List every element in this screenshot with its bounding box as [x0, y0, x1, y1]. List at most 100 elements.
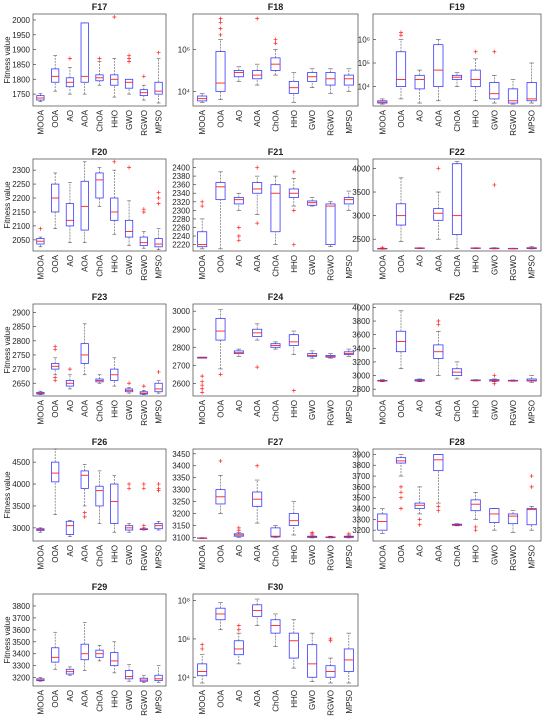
- outlier: [492, 49, 497, 54]
- box: [110, 652, 119, 667]
- x-tick-label: GWO: [308, 690, 317, 710]
- y-tick-label: 4000: [352, 303, 370, 312]
- y-tick-label: 3150: [172, 521, 190, 530]
- x-tick-label: ChOA: [96, 254, 105, 276]
- box: [215, 51, 226, 92]
- outlier: [328, 636, 333, 641]
- box: [110, 197, 119, 221]
- outlier: [38, 226, 43, 231]
- x-tick-label: ChOA: [272, 544, 281, 566]
- box: [124, 670, 134, 680]
- y-tick-label: 3000: [12, 524, 30, 533]
- y-tick-label: 10⁴: [358, 83, 371, 92]
- axes-frame: [32, 303, 167, 397]
- x-tick-label: RGWO: [140, 110, 149, 136]
- x-tick-label: AOA: [81, 689, 90, 707]
- axes-frame: [372, 448, 542, 542]
- x-tick-label: AOA: [253, 544, 262, 562]
- y-tick-label: 2800: [352, 385, 370, 394]
- x-tick-label: AOA: [253, 689, 262, 707]
- y-tick-label: 1850: [12, 60, 30, 69]
- x-tick-label: OOA: [217, 544, 226, 562]
- outlier: [141, 384, 146, 389]
- y-tick-label: 3800: [352, 317, 370, 326]
- x-tick-label: MPSO: [528, 545, 537, 569]
- x-tick-label: HHO: [290, 110, 299, 128]
- outlier: [200, 642, 205, 647]
- y-tick-label: 3600: [352, 331, 370, 340]
- x-tick-label: MPSO: [345, 110, 354, 134]
- y-tick-label: 2500: [352, 235, 370, 244]
- x-tick-label: AO: [416, 110, 425, 122]
- box: [252, 70, 263, 80]
- outlier: [436, 508, 441, 513]
- x-tick-label: MPSO: [155, 110, 164, 134]
- y-tick-label: 3300: [172, 486, 190, 495]
- x-tick-label: HHO: [110, 255, 119, 273]
- outlier: [141, 207, 146, 212]
- x-tick-label: OOA: [51, 544, 60, 562]
- x-tick-label: OOA: [397, 399, 406, 417]
- x-tick-label: MPSO: [155, 545, 164, 569]
- outlier: [399, 30, 403, 35]
- box: [451, 163, 463, 235]
- outlier: [53, 375, 58, 380]
- x-tick-label: AO: [416, 400, 425, 412]
- panel-title: F17: [92, 2, 108, 12]
- x-tick-label: HHO: [472, 400, 481, 418]
- x-tick-label: ChOA: [453, 399, 462, 421]
- outlier: [236, 627, 241, 632]
- x-tick-label: ChOA: [272, 399, 281, 421]
- y-tick-label: 3400: [352, 344, 370, 353]
- axes-frame: [192, 448, 359, 542]
- x-tick-label: MOOA: [36, 689, 45, 714]
- outlier: [273, 37, 278, 42]
- outlier: [67, 56, 72, 61]
- x-tick-label: GWO: [308, 110, 317, 130]
- y-tick-label: 3450: [172, 450, 190, 459]
- outlier: [436, 319, 441, 324]
- y-tick-label: 3400: [352, 505, 370, 514]
- y-tick-label: 1750: [12, 90, 30, 99]
- x-tick-label: MPSO: [345, 255, 354, 279]
- panel-title: F18: [268, 2, 284, 12]
- outlier: [255, 165, 260, 170]
- x-tick-label: OOA: [397, 544, 406, 562]
- y-tick-label: 3300: [12, 662, 30, 671]
- x-tick-label: HHO: [472, 545, 481, 563]
- box: [433, 44, 444, 87]
- box: [154, 238, 163, 248]
- y-tick-label: 3400: [172, 462, 190, 471]
- x-tick-label: ChOA: [96, 544, 105, 566]
- box: [233, 640, 244, 656]
- y-tick-label: 3300: [352, 515, 370, 524]
- box: [95, 172, 104, 199]
- x-tick-label: AO: [416, 545, 425, 557]
- y-tick-label: 3600: [352, 483, 370, 492]
- x-tick-label: ChOA: [453, 544, 462, 566]
- outlier: [156, 196, 161, 201]
- y-tick-label: 3600: [12, 626, 30, 635]
- x-tick-label: RGWO: [327, 400, 336, 426]
- x-tick-label: OOA: [51, 399, 60, 417]
- y-tick-label: 2220: [172, 241, 190, 250]
- box: [288, 632, 299, 659]
- outlier: [218, 458, 223, 463]
- y-tick-label: 2600: [172, 379, 190, 388]
- y-tick-label: 2900: [172, 325, 190, 334]
- box: [526, 508, 537, 526]
- box: [80, 180, 89, 231]
- x-tick-label: MOOA: [378, 544, 387, 569]
- box: [80, 643, 89, 661]
- box: [395, 51, 407, 87]
- x-tick-label: MOOA: [198, 399, 207, 424]
- x-tick-label: AOA: [434, 399, 443, 417]
- x-tick-label: GWO: [308, 545, 317, 565]
- outlier: [236, 525, 241, 530]
- box: [65, 203, 75, 227]
- box: [433, 454, 444, 472]
- x-tick-label: RGWO: [509, 545, 518, 571]
- x-tick-label: MPSO: [528, 110, 537, 134]
- y-tick-label: 3000: [172, 307, 190, 316]
